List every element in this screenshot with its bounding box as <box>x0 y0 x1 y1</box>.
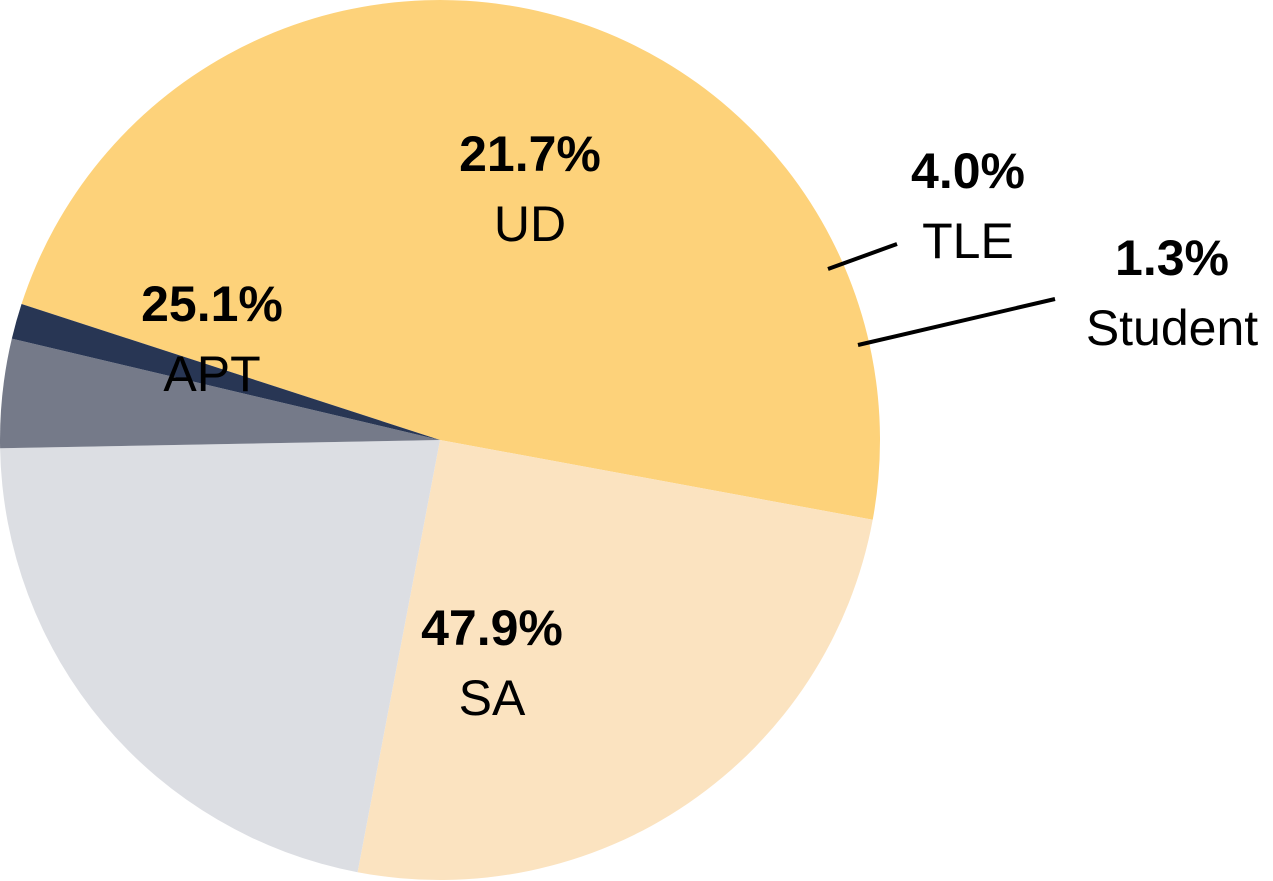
pie-slice-apt <box>357 440 873 881</box>
slice-category-label-tle: TLE <box>922 213 1014 269</box>
slice-category-label-sa: SA <box>459 670 526 726</box>
leader-line-student <box>857 297 1056 347</box>
slice-category-label-student: Student <box>1086 300 1258 356</box>
slice-value-label-apt: 25.1% <box>141 276 283 332</box>
pie-slice-sa <box>21 0 881 520</box>
slice-value-label-sa: 47.9% <box>421 600 563 656</box>
slice-value-label-tle: 4.0% <box>911 143 1025 199</box>
slice-category-label-apt: APT <box>163 346 260 402</box>
pie-slice-tle <box>0 338 441 449</box>
pie-slice-ud <box>0 440 441 873</box>
leader-lines <box>827 242 1056 347</box>
slice-value-label-ud: 21.7% <box>459 126 601 182</box>
leader-line-tle <box>827 242 898 271</box>
pie-slice-student <box>11 304 441 440</box>
slice-labels: 47.9% SA 25.1% APT 21.7% UD 4.0% TLE 1.3% Student <box>141 126 1258 726</box>
slice-category-label-ud: UD <box>494 196 566 252</box>
pie-slices <box>0 0 881 881</box>
slice-value-label-student: 1.3% <box>1115 230 1229 286</box>
